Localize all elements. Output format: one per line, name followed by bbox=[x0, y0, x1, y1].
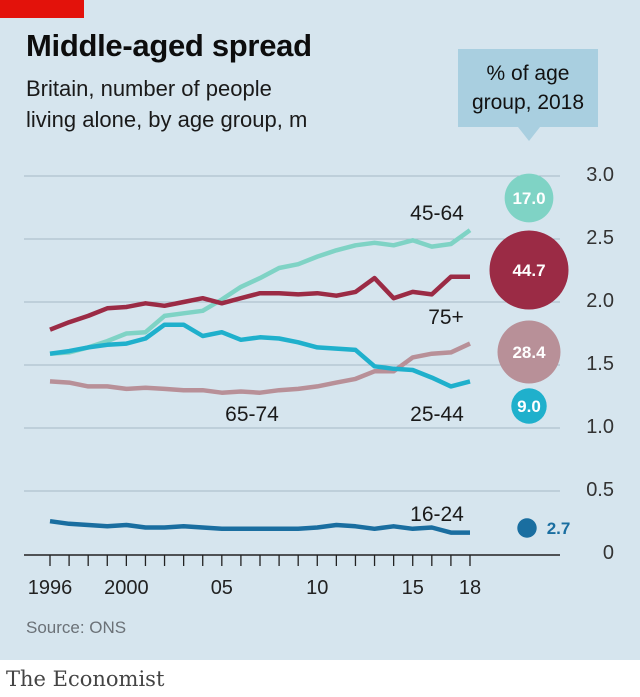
series-label: 16-24 bbox=[410, 503, 464, 526]
chart-subtitle-line1: Britain, number of people bbox=[26, 76, 272, 101]
x-tick-label: 05 bbox=[211, 577, 233, 599]
callout-pointer bbox=[518, 127, 540, 141]
x-tick-label: 2000 bbox=[104, 577, 149, 599]
callout-line2: group, 2018 bbox=[471, 91, 585, 114]
source-note: Source: ONS bbox=[26, 618, 127, 637]
y-tick-label: 0.5 bbox=[586, 479, 614, 501]
y-tick-label: 2.5 bbox=[586, 227, 614, 249]
share-bubble bbox=[497, 320, 561, 384]
series-label: 75+ bbox=[428, 306, 464, 329]
x-tick-label: 1996 bbox=[28, 577, 73, 599]
y-tick-label: 3.0 bbox=[586, 164, 614, 186]
economist-logo: The Economist bbox=[6, 667, 165, 691]
share-bubble bbox=[489, 230, 569, 310]
share-bubble bbox=[504, 173, 554, 223]
share-label: 44.7 bbox=[512, 261, 545, 280]
y-tick-label: 1.5 bbox=[586, 353, 614, 375]
series-label: 65-74 bbox=[225, 403, 279, 426]
x-tick-label: 10 bbox=[306, 577, 328, 599]
series-line-65-74 bbox=[49, 341, 471, 395]
x-tick-label: 15 bbox=[402, 577, 424, 599]
share-label: 9.0 bbox=[517, 397, 541, 416]
y-tick-label: 0 bbox=[603, 542, 614, 564]
share-bubble bbox=[511, 388, 547, 424]
series-line-25-44 bbox=[49, 322, 471, 389]
share-label: 2.7 bbox=[547, 519, 571, 538]
chart-title: Middle-aged spread bbox=[26, 28, 312, 63]
percent-callout-box: % of age group, 2018 bbox=[458, 49, 598, 127]
series-line-16-24 bbox=[49, 518, 470, 535]
brand-red-tag bbox=[0, 0, 84, 18]
series-line-75plus bbox=[49, 274, 470, 332]
share-label: 17.0 bbox=[512, 189, 545, 208]
series-label: 25-44 bbox=[410, 403, 464, 426]
series-label: 45-64 bbox=[410, 202, 464, 225]
chart-subtitle-line2: living alone, by age group, m bbox=[26, 107, 308, 132]
y-tick-label: 1.0 bbox=[586, 416, 614, 438]
share-label: 28.4 bbox=[512, 343, 546, 362]
share-bubble bbox=[517, 518, 537, 538]
line-chart: 0 0.5 1.0 1.5 2.0 2.5 3.0 1996 2000 05 10 15 18 45-64… bbox=[24, 164, 614, 599]
y-tick-label: 2.0 bbox=[586, 290, 614, 312]
x-tick-label: 18 bbox=[459, 577, 481, 599]
series-line-45-64 bbox=[49, 228, 472, 356]
callout-line1: % of age bbox=[486, 62, 570, 85]
